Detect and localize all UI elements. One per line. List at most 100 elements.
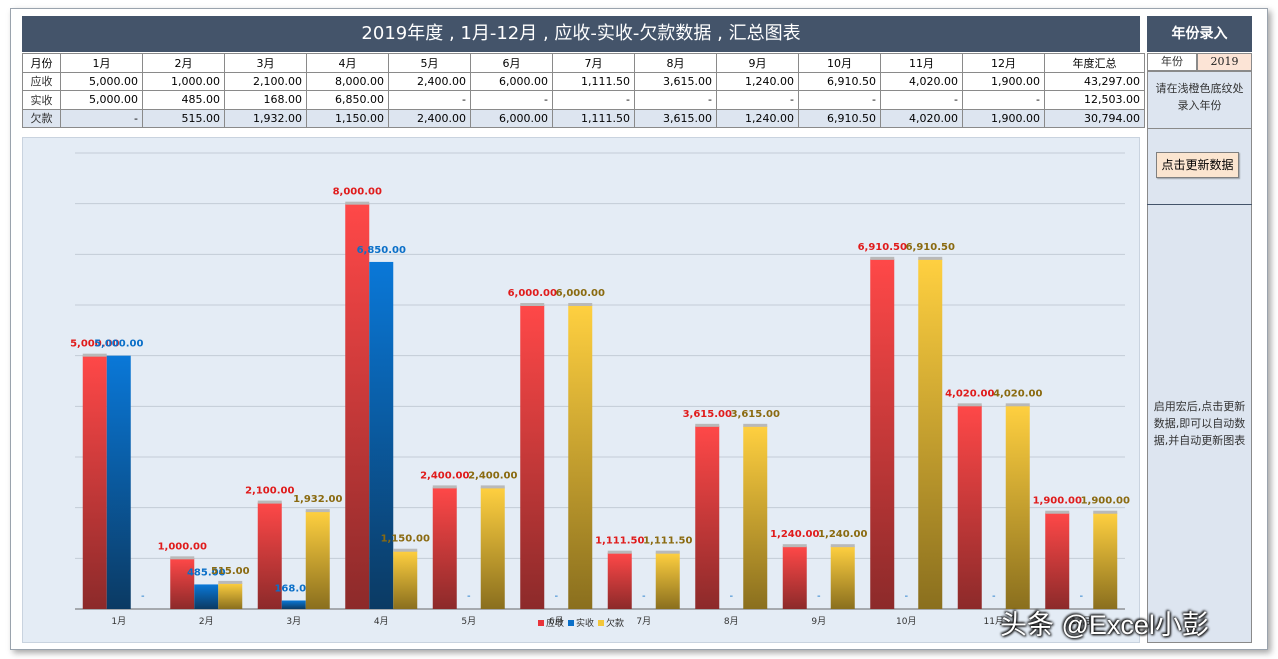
bar-receivable — [870, 258, 895, 609]
bar-receivable-cap — [345, 201, 370, 205]
table-cell[interactable]: 5,000.00 — [60, 71, 143, 91]
table-cell[interactable]: 6,000.00 — [470, 71, 553, 91]
bar-owed-cap — [830, 544, 855, 548]
bar-receivable-cap — [695, 423, 720, 427]
table-cell[interactable]: - — [798, 90, 881, 110]
table-cell[interactable]: 1,000.00 — [142, 71, 225, 91]
label-receivable: 4,020.00 — [945, 388, 994, 399]
table-cell[interactable]: 6,910.50 — [798, 108, 881, 128]
bar-owed-cap — [1005, 403, 1030, 407]
table-cell[interactable]: 2,400.00 — [388, 108, 471, 128]
table-cell[interactable]: 1,111.50 — [552, 71, 635, 91]
label-received: 6,850.00 — [357, 245, 406, 256]
column-header: 9月 — [716, 53, 799, 73]
table-cell[interactable]: 12,503.00 — [1044, 90, 1145, 110]
label-receivable: 6,910.50 — [858, 242, 907, 253]
legend-label: 欠款 — [606, 617, 624, 629]
bar-receivable — [957, 405, 982, 609]
label-receivable: 3,615.00 — [683, 409, 732, 420]
table-cell[interactable]: 4,020.00 — [880, 71, 963, 91]
table-cell[interactable]: 2,100.00 — [224, 71, 307, 91]
update-data-button[interactable]: 点击更新数据 — [1156, 152, 1239, 178]
table-cell[interactable]: 30,794.00 — [1044, 108, 1145, 128]
label-owed: 1,932.00 — [293, 494, 342, 505]
table-cell[interactable]: 6,000.00 — [470, 108, 553, 128]
table-cell[interactable]: 1,240.00 — [716, 71, 799, 91]
table-cell[interactable]: 485.00 — [142, 90, 225, 110]
bar-received — [281, 600, 306, 609]
label-owed: 4,020.00 — [993, 388, 1042, 399]
table-cell[interactable]: 1,900.00 — [962, 108, 1045, 128]
label-owed: 1,240.00 — [818, 529, 867, 540]
x-tick-label: 1月 — [111, 616, 126, 627]
column-header: 8月 — [634, 53, 717, 73]
bar-owed — [305, 511, 330, 609]
table-cell[interactable]: - — [470, 90, 553, 110]
label-owed: 1,900.00 — [1081, 496, 1130, 507]
sidebar-divider — [1147, 128, 1252, 129]
label-received: 5,000.00 — [94, 339, 143, 350]
label-received: - — [729, 591, 733, 602]
bar-receivable — [345, 203, 370, 609]
table-cell[interactable]: - — [716, 90, 799, 110]
label-owed: 515.00 — [211, 566, 250, 577]
bar-owed-cap — [218, 580, 243, 584]
table-cell[interactable]: 3,615.00 — [634, 108, 717, 128]
x-tick-label: 11月 — [984, 616, 1004, 627]
table-cell[interactable]: 6,850.00 — [306, 90, 389, 110]
row-label: 实收 — [22, 90, 61, 110]
column-header: 4月 — [306, 53, 389, 73]
bar-owed — [655, 552, 680, 609]
label-owed: 1,150.00 — [381, 534, 430, 545]
row-label: 欠款 — [22, 108, 61, 128]
table-cell[interactable]: 2,400.00 — [388, 71, 471, 91]
table-cell[interactable]: 1,240.00 — [716, 108, 799, 128]
table-cell[interactable]: 1,932.00 — [224, 108, 307, 128]
table-cell[interactable]: 515.00 — [142, 108, 225, 128]
column-header: 7月 — [552, 53, 635, 73]
table-cell[interactable]: - — [388, 90, 471, 110]
bar-receivable — [1045, 512, 1070, 609]
table-cell[interactable]: 3,615.00 — [634, 71, 717, 91]
x-tick-label: 7月 — [636, 616, 651, 627]
table-cell[interactable]: - — [962, 90, 1045, 110]
table-cell[interactable]: 8,000.00 — [306, 71, 389, 91]
bar-owed — [393, 550, 418, 609]
bar-owed-cap — [743, 423, 768, 427]
table-cell[interactable]: - — [60, 108, 143, 128]
table-cell[interactable]: - — [880, 90, 963, 110]
column-header: 5月 — [388, 53, 471, 73]
bar-receivable — [607, 552, 632, 609]
bar-owed-cap — [655, 550, 680, 554]
sidebar-divider — [1147, 204, 1252, 205]
table-cell[interactable]: 168.00 — [224, 90, 307, 110]
bar-receivable-cap — [520, 303, 545, 306]
table-cell[interactable]: - — [552, 90, 635, 110]
column-header: 月份 — [22, 53, 61, 73]
label-received: 485.00 — [187, 567, 226, 578]
label-owed: 6,910.50 — [906, 242, 955, 253]
bar-owed — [830, 546, 855, 609]
table-cell[interactable]: 5,000.00 — [60, 90, 143, 110]
table-cell[interactable]: - — [634, 90, 717, 110]
year-input[interactable]: 2019 — [1197, 53, 1252, 71]
label-receivable: 1,000.00 — [158, 541, 207, 552]
bar-receivable — [432, 487, 457, 609]
table-cell[interactable]: 1,150.00 — [306, 108, 389, 128]
x-tick-label: 3月 — [286, 616, 301, 627]
table-row: 欠款 -515.00 1,932.00 1,150.00 2,400.00 6,000.0… — [22, 108, 1145, 128]
bar-receivable-cap — [782, 544, 807, 548]
table-cell[interactable]: 4,020.00 — [880, 108, 963, 128]
bar-receivable-cap — [1045, 510, 1070, 514]
column-header: 年度汇总 — [1044, 53, 1145, 73]
table-cell[interactable]: 43,297.00 — [1044, 71, 1145, 91]
table-cell[interactable]: 1,900.00 — [962, 71, 1045, 91]
table-cell[interactable]: 6,910.50 — [798, 71, 881, 91]
table-cell[interactable]: 1,111.50 — [552, 108, 635, 128]
x-tick-label: 5月 — [461, 616, 476, 627]
bar-receivable-cap — [432, 485, 457, 489]
watermark: 头条 @Excel小彭 — [1000, 610, 1209, 640]
column-header: 1月 — [60, 53, 143, 73]
label-receivable: 1,111.50 — [595, 536, 644, 547]
label-owed: 1,111.50 — [643, 536, 692, 547]
